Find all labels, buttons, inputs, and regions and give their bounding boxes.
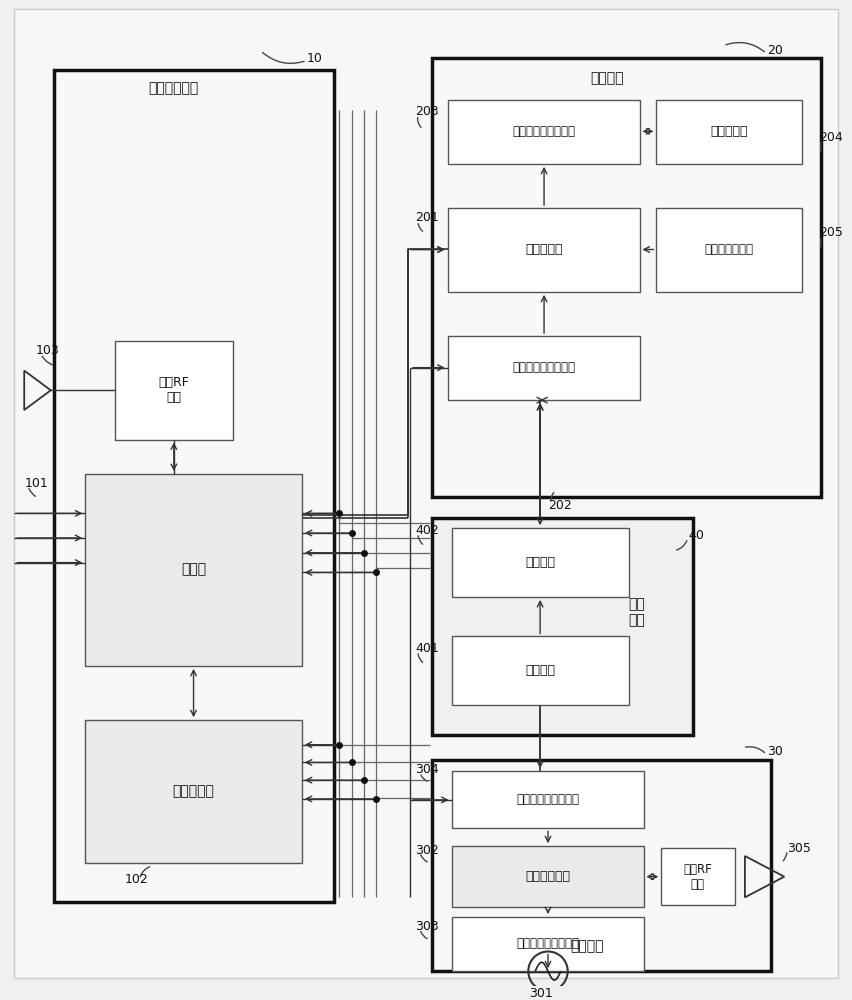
Text: 发射系统: 发射系统 xyxy=(570,940,603,954)
Text: 电池模拟器: 电池模拟器 xyxy=(710,125,747,138)
Bar xyxy=(660,848,734,905)
Text: 工控机: 工控机 xyxy=(181,562,206,576)
Bar xyxy=(451,846,642,907)
Bar xyxy=(451,636,628,705)
Text: 功率分析仪: 功率分析仪 xyxy=(172,784,214,798)
Text: 可编程低压电源: 可编程低压电源 xyxy=(704,243,753,256)
Text: 304: 304 xyxy=(415,763,438,776)
Text: 车载充电机: 车载充电机 xyxy=(525,243,562,256)
Text: 40: 40 xyxy=(688,529,704,542)
Bar xyxy=(447,100,639,164)
Bar xyxy=(54,70,334,902)
Text: 30: 30 xyxy=(767,745,782,758)
Text: 第四接线与测量单元: 第四接线与测量单元 xyxy=(512,125,575,138)
Text: 305: 305 xyxy=(786,842,810,855)
Text: 302: 302 xyxy=(415,844,438,857)
Bar xyxy=(431,518,692,735)
Text: 第三接线与测量单元: 第三接线与测量单元 xyxy=(512,361,575,374)
Bar xyxy=(431,760,770,971)
Text: 20: 20 xyxy=(767,44,782,57)
Bar xyxy=(451,917,642,971)
Text: 201: 201 xyxy=(415,211,438,224)
Bar xyxy=(655,100,801,164)
Bar xyxy=(115,341,233,440)
Bar xyxy=(451,528,628,597)
Text: 402: 402 xyxy=(415,524,438,537)
Text: 303: 303 xyxy=(415,920,438,933)
Bar xyxy=(447,208,639,292)
Text: 机械
平台: 机械 平台 xyxy=(628,597,644,627)
Text: 控制测量系统: 控制测量系统 xyxy=(148,81,199,95)
Text: 102: 102 xyxy=(124,873,148,886)
Text: 10: 10 xyxy=(307,52,322,65)
Text: 高频逆变电源: 高频逆变电源 xyxy=(525,870,570,883)
Text: 第二RF
模块: 第二RF 模块 xyxy=(682,863,711,891)
Bar xyxy=(655,208,801,292)
Text: 204: 204 xyxy=(818,131,842,144)
Text: 401: 401 xyxy=(415,642,438,655)
Text: 205: 205 xyxy=(818,226,842,239)
Bar xyxy=(451,771,642,828)
Text: 101: 101 xyxy=(24,477,48,490)
Bar xyxy=(431,58,820,497)
Text: 第二接线与测量单元: 第二接线与测量单元 xyxy=(516,793,579,806)
Text: 301: 301 xyxy=(528,987,552,1000)
Text: 第一接线与测量单元: 第一接线与测量单元 xyxy=(516,937,579,950)
Bar xyxy=(447,336,639,400)
Bar xyxy=(85,720,302,863)
Text: 接收系统: 接收系统 xyxy=(590,71,623,85)
Bar xyxy=(85,474,302,666)
Text: 203: 203 xyxy=(415,105,438,118)
Text: 发射线圈: 发射线圈 xyxy=(525,664,555,677)
Text: 接收线圈: 接收线圈 xyxy=(525,556,555,569)
Text: 202: 202 xyxy=(547,499,571,512)
Text: 第一RF
模块: 第一RF 模块 xyxy=(158,376,189,404)
Text: 103: 103 xyxy=(36,344,60,357)
